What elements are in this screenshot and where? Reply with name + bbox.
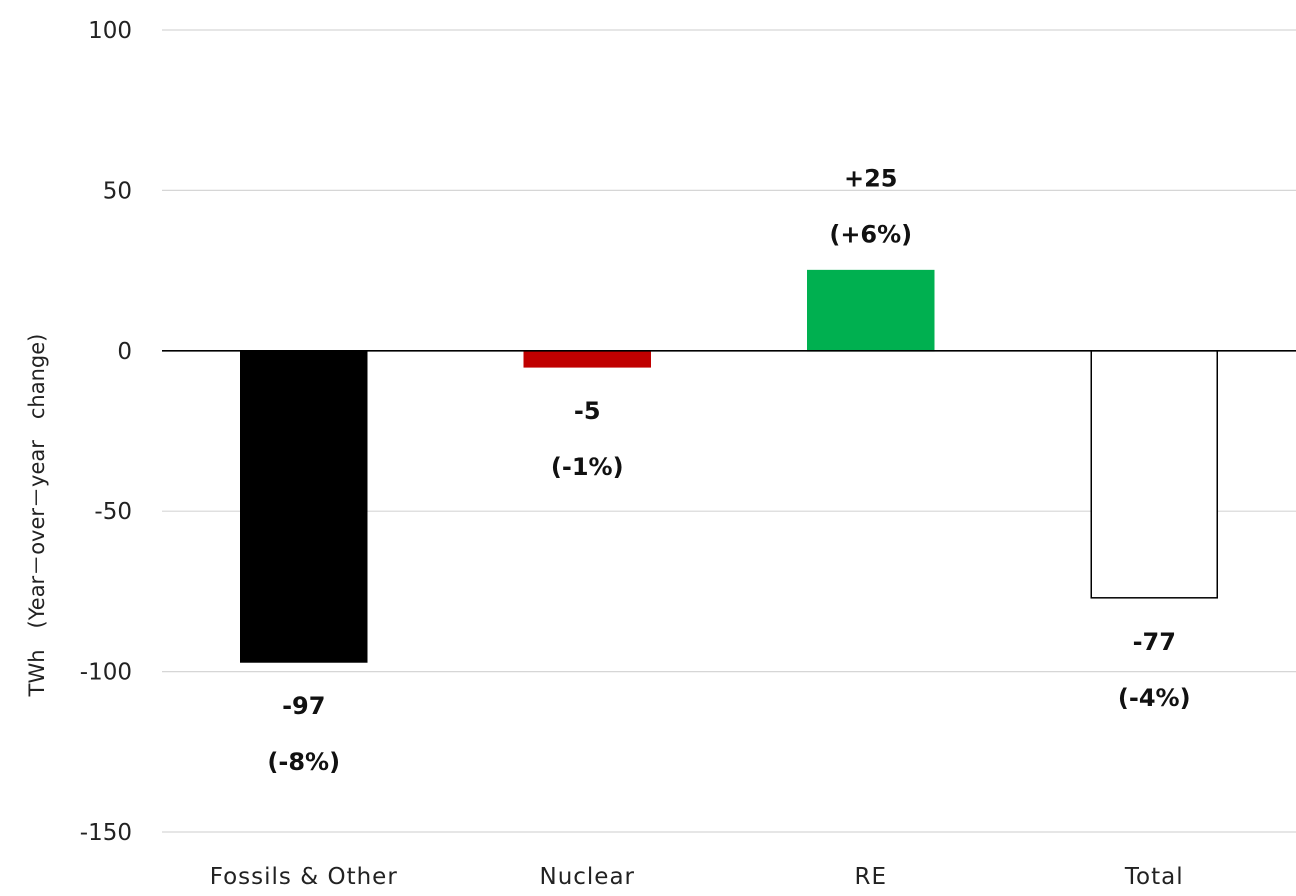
data-label: (-1%) — [551, 453, 624, 481]
data-labels: -97 (-8%) -5 (-1%) +25 (+6%) -77 (-4%) — [267, 165, 1190, 776]
y-tick-label: 50 — [103, 178, 132, 204]
bar-re — [807, 269, 935, 352]
data-label: -5 — [574, 397, 601, 425]
y-axis-tick-labels: 100 50 0 -50 -100 -150 — [80, 18, 132, 846]
y-tick-label: -100 — [80, 660, 132, 686]
bars — [240, 269, 1218, 663]
x-category-label: Fossils & Other — [210, 864, 398, 890]
data-label: (+6%) — [829, 221, 912, 249]
data-label: -77 — [1133, 628, 1176, 656]
data-label: (-8%) — [267, 748, 340, 776]
data-label: +25 — [844, 165, 898, 193]
y-tick-label: 100 — [88, 18, 132, 44]
x-axis-category-labels: Fossils & Other Nuclear RE Total — [210, 864, 1184, 890]
data-label: (-4%) — [1118, 684, 1191, 712]
data-label: -97 — [282, 692, 325, 720]
x-category-label: RE — [854, 864, 887, 890]
y-axis-title: TWh (Year－over－year change) — [25, 334, 49, 698]
x-category-label: Nuclear — [539, 864, 635, 890]
bar-nuclear — [523, 350, 651, 368]
bar-total — [1090, 350, 1218, 599]
bar-fossils-other — [240, 350, 368, 663]
y-tick-label: 0 — [117, 339, 132, 365]
y-tick-label: -50 — [94, 499, 132, 525]
y-tick-label: -150 — [80, 820, 132, 846]
x-category-label: Total — [1124, 864, 1184, 890]
